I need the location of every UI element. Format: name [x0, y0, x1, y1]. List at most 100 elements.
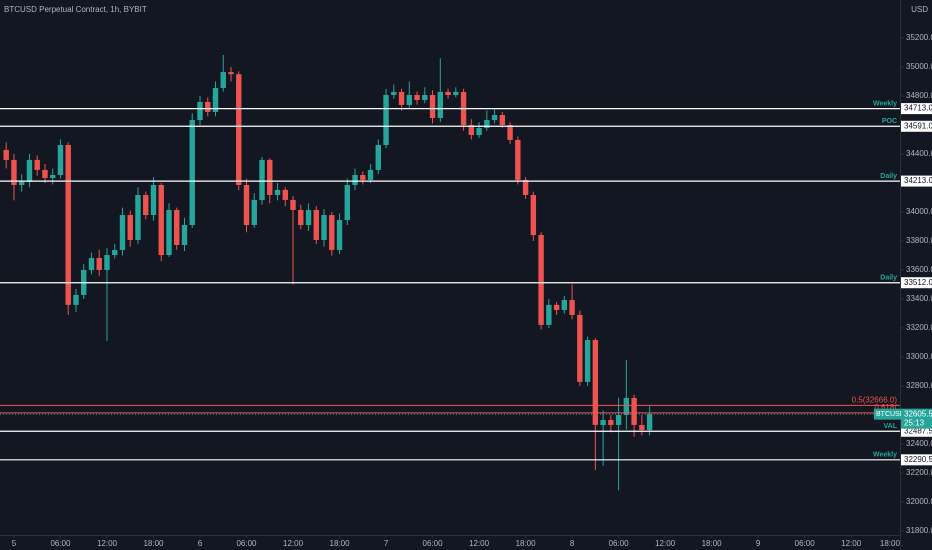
- level-name: Daily: [880, 275, 897, 282]
- candle-body: [42, 169, 48, 179]
- candle-body: [375, 144, 381, 170]
- candle-body: [212, 88, 219, 112]
- candle-body: [352, 174, 358, 186]
- candle-body: [189, 120, 195, 226]
- candle-body: [104, 255, 110, 270]
- level-price-label: 34713.0: [904, 104, 932, 113]
- candle-body: [406, 94, 413, 105]
- candle-body: [127, 215, 133, 240]
- y-tick-label: 32800.0: [906, 381, 932, 390]
- y-tick-label: 31800.0: [906, 526, 932, 535]
- candle-body: [499, 114, 506, 125]
- candle-body: [251, 199, 257, 226]
- y-tick-label: 34400.0: [906, 149, 932, 158]
- candle-body: [26, 159, 33, 182]
- candle-body: [577, 314, 583, 382]
- level-price-label: 34213.0: [904, 176, 932, 185]
- candle-body: [197, 101, 203, 121]
- candle-body: [267, 159, 273, 196]
- candle-body: [383, 94, 389, 145]
- x-tick-label: 12:00: [655, 539, 676, 548]
- level-price-box: [901, 120, 932, 132]
- candle-body: [19, 181, 25, 186]
- y-tick-label: 33000.0: [906, 352, 932, 361]
- candle-body: [553, 304, 560, 310]
- candle-body: [391, 91, 397, 95]
- candle-body: [639, 424, 645, 431]
- x-tick-label: 12:00: [469, 539, 490, 548]
- level-price-box: [901, 425, 932, 437]
- candle-body: [329, 215, 335, 250]
- level-price-label: 32487.5: [904, 426, 932, 435]
- candle-body: [367, 169, 374, 180]
- x-tick-label: 18:00: [880, 539, 901, 548]
- candle-body: [298, 209, 304, 226]
- level-name: Weekly: [873, 100, 897, 107]
- level-price-box: [901, 277, 932, 289]
- price-tag-symbol: BTCUSD: [876, 411, 905, 418]
- candle-body: [305, 209, 312, 226]
- level-name: POC: [882, 118, 897, 125]
- level-price-box: [901, 454, 932, 466]
- candle-body: [453, 91, 459, 95]
- candle-body: [561, 299, 568, 310]
- price-tag-value: 32605.5: [904, 409, 932, 418]
- y-tick-label: 32000.0: [906, 497, 932, 506]
- x-tick-label: 06:00: [423, 539, 444, 548]
- candle-body: [608, 420, 614, 425]
- x-tick-label: 06:00: [50, 539, 71, 548]
- candle-body: [646, 414, 653, 431]
- candle-body: [476, 128, 482, 135]
- candle-body: [538, 235, 544, 325]
- level-name: Weekly: [873, 452, 897, 459]
- candle-body: [150, 185, 157, 216]
- x-tick-label: 06:00: [609, 539, 630, 548]
- candle-body: [57, 144, 64, 175]
- candle-body: [50, 174, 56, 179]
- candle-body: [96, 257, 102, 270]
- candle-body: [569, 299, 575, 315]
- y-tick-label: 35000.0: [906, 62, 932, 71]
- x-tick-label: 12:00: [283, 539, 304, 548]
- x-tick-label: 06:00: [795, 539, 816, 548]
- y-tick-label: 34800.0: [906, 91, 932, 100]
- candle-body: [158, 185, 164, 256]
- candle-body: [360, 174, 366, 180]
- price-tag-box: [901, 408, 932, 429]
- fib-label: 0.618(: [874, 403, 897, 412]
- x-tick-label: 18:00: [702, 539, 723, 548]
- candle-body: [321, 215, 327, 240]
- candle-body: [445, 91, 451, 95]
- x-tick-label: 18:00: [143, 539, 164, 548]
- candle-body: [220, 72, 226, 89]
- candle-body: [530, 195, 537, 236]
- candle-body: [259, 159, 265, 200]
- candle-body: [507, 124, 513, 140]
- candle-body: [112, 249, 118, 256]
- candle-body: [491, 114, 498, 121]
- level-price-box: [901, 175, 932, 187]
- level-price-label: 34591.0: [904, 121, 932, 130]
- candle-body: [135, 195, 141, 240]
- candle-body: [437, 91, 444, 119]
- candle-body: [282, 189, 288, 200]
- candle-body: [484, 120, 490, 129]
- x-tick-label: 12:00: [841, 539, 862, 548]
- x-tick-label: 18:00: [330, 539, 351, 548]
- level-price-label: 32290.5: [904, 455, 932, 464]
- candle-body: [65, 144, 71, 305]
- price-tag-countdown: 25:13: [904, 418, 925, 427]
- candle-body: [623, 397, 630, 415]
- candle-body: [11, 159, 17, 186]
- candle-body: [336, 219, 343, 250]
- x-tick-label: 12:00: [97, 539, 118, 548]
- candle-body: [236, 74, 242, 186]
- candle-body: [414, 94, 420, 101]
- candle-body: [631, 397, 637, 425]
- candle-body: [546, 304, 552, 325]
- candle-body: [515, 139, 521, 180]
- candle-body: [522, 179, 529, 196]
